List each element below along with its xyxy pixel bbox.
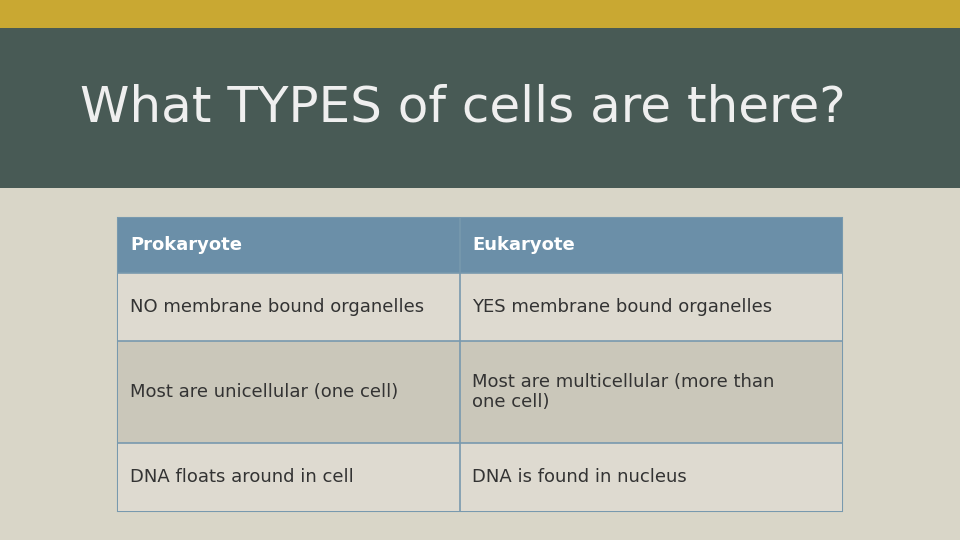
Text: Prokaryote: Prokaryote [130, 237, 242, 254]
Bar [118, 443, 842, 511]
Text: Most are unicellular (one cell): Most are unicellular (one cell) [130, 383, 398, 401]
Bar [0, 28, 960, 188]
Bar [118, 218, 842, 273]
Text: Eukaryote: Eukaryote [472, 237, 575, 254]
Text: NO membrane bound organelles: NO membrane bound organelles [130, 298, 424, 316]
Text: DNA floats around in cell: DNA floats around in cell [130, 468, 353, 486]
Text: DNA is found in nucleus: DNA is found in nucleus [472, 468, 686, 486]
Text: YES membrane bound organelles: YES membrane bound organelles [472, 298, 772, 316]
Bar [118, 273, 842, 341]
Bar [118, 218, 842, 511]
Bar [0, 0, 960, 28]
Text: What TYPES of cells are there?: What TYPES of cells are there? [80, 84, 846, 132]
Bar [118, 341, 842, 443]
Text: Most are multicellular (more than
one cell): Most are multicellular (more than one ce… [472, 373, 775, 411]
